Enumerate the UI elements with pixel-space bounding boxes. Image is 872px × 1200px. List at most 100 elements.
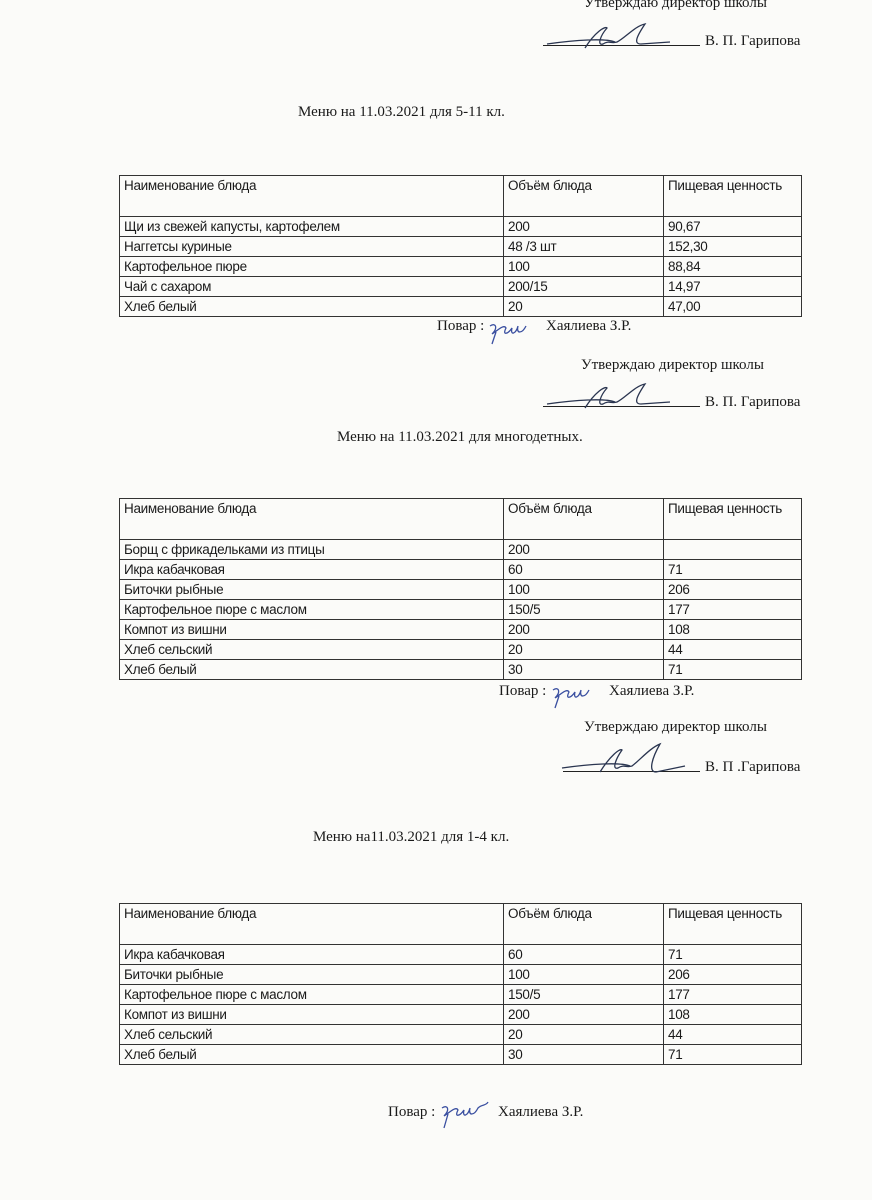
table-row: Наггетсы куриные 48 /3 шт 152,30 <box>119 236 802 257</box>
table-row: Хлеб белый 20 47,00 <box>119 296 802 317</box>
portion-cell: 100 <box>503 256 664 277</box>
table-header-row: Наименование блюда Объём блюда Пищевая цен… <box>119 903 802 945</box>
nutrition-value-cell: 152,30 <box>663 236 802 257</box>
table-row: Икра кабачковая 60 71 <box>119 559 802 580</box>
nutrition-value-cell: 47,00 <box>663 296 802 317</box>
dish-name-cell: Щи из свежей капусты, картофелем <box>119 216 504 237</box>
cook-signature <box>489 324 527 345</box>
portion-cell: 20 <box>503 639 664 660</box>
nutrition-value-cell: 177 <box>663 599 802 620</box>
signature-line <box>543 45 700 46</box>
table-row: Хлеб белый 30 71 <box>119 1044 802 1065</box>
portion-cell: 30 <box>503 1044 664 1065</box>
director-signature <box>561 742 686 773</box>
menu-title: Меню на 11.03.2021 для многодетных. <box>337 429 583 445</box>
portion-cell: 200 <box>503 619 664 640</box>
table-row: Щи из свежей капусты, картофелем 200 90,67 <box>119 216 802 237</box>
nutrition-value-cell: 44 <box>663 1024 802 1045</box>
director-name: В. П. Гарипова <box>705 33 801 49</box>
table-row: Картофельное пюре с маслом 150/5 177 <box>119 599 802 620</box>
table-row: Компот из вишни 200 108 <box>119 619 802 640</box>
portion-cell: 100 <box>503 579 664 600</box>
director-signature <box>546 383 671 409</box>
table-row: Борщ с фрикадельками из птицы 200 <box>119 539 802 560</box>
table-row: Хлеб сельский 20 44 <box>119 1024 802 1045</box>
column-header: Объём блюда <box>503 498 664 540</box>
nutrition-value-cell: 108 <box>663 1004 802 1025</box>
approval-text: Утверждаю директор школы <box>581 357 764 373</box>
portion-cell: 150/5 <box>503 599 664 620</box>
approval-text: Утверждаю директор школы <box>584 719 767 735</box>
column-header: Пищевая ценность <box>663 498 802 540</box>
menu-title: Меню на 11.03.2021 для 5-11 кл. <box>298 104 505 120</box>
dish-name-cell: Картофельное пюре с маслом <box>119 599 504 620</box>
approval-text: Утверждаю директор школы <box>584 0 767 11</box>
nutrition-value-cell: 206 <box>663 964 802 985</box>
cook-label: Повар : <box>388 1104 436 1120</box>
portion-cell: 20 <box>503 1024 664 1045</box>
cook-name: Хаялиева З.Р. <box>546 318 632 334</box>
column-header: Наименование блюда <box>119 903 504 945</box>
table-row: Биточки рыбные 100 206 <box>119 964 802 985</box>
column-header: Объём блюда <box>503 903 664 945</box>
column-header: Наименование блюда <box>119 175 504 217</box>
nutrition-value-cell: 206 <box>663 579 802 600</box>
dish-name-cell: Картофельное пюре с маслом <box>119 984 504 1005</box>
nutrition-value-cell: 177 <box>663 984 802 1005</box>
cook-signature <box>441 1101 489 1129</box>
portion-cell: 60 <box>503 944 664 965</box>
column-header: Пищевая ценность <box>663 175 802 217</box>
dish-name-cell: Картофельное пюре <box>119 256 504 277</box>
table-header-row: Наименование блюда Объём блюда Пищевая цен… <box>119 498 802 540</box>
cook-signature <box>552 688 590 709</box>
director-name: В. П .Гарипова <box>705 759 801 775</box>
column-header: Наименование блюда <box>119 498 504 540</box>
table-row: Картофельное пюре 100 88,84 <box>119 256 802 277</box>
table-row: Икра кабачковая 60 71 <box>119 944 802 965</box>
table-row: Хлеб белый 30 71 <box>119 659 802 680</box>
dish-name-cell: Биточки рыбные <box>119 964 504 985</box>
dish-name-cell: Компот из вишни <box>119 1004 504 1025</box>
nutrition-value-cell: 88,84 <box>663 256 802 277</box>
portion-cell: 200 <box>503 216 664 237</box>
portion-cell: 48 /3 шт <box>503 236 664 257</box>
director-signature <box>546 23 671 49</box>
signature-line <box>563 771 700 772</box>
dish-name-cell: Хлеб белый <box>119 659 504 680</box>
column-header: Пищевая ценность <box>663 903 802 945</box>
nutrition-value-cell: 14,97 <box>663 276 802 297</box>
nutrition-value-cell: 71 <box>663 1044 802 1065</box>
dish-name-cell: Борщ с фрикадельками из птицы <box>119 539 504 560</box>
dish-name-cell: Хлеб белый <box>119 296 504 317</box>
dish-name-cell: Наггетсы куриные <box>119 236 504 257</box>
portion-cell: 200/15 <box>503 276 664 297</box>
table-row: Хлеб сельский 20 44 <box>119 639 802 660</box>
nutrition-value-cell: 71 <box>663 659 802 680</box>
nutrition-value-cell <box>663 539 802 560</box>
table-row: Компот из вишни 200 108 <box>119 1004 802 1025</box>
menu-title: Меню на11.03.2021 для 1-4 кл. <box>313 829 510 845</box>
dish-name-cell: Хлеб сельский <box>119 639 504 660</box>
portion-cell: 200 <box>503 1004 664 1025</box>
portion-cell: 100 <box>503 964 664 985</box>
cook-label: Повар : <box>437 318 485 334</box>
table-row: Чай с сахаром 200/15 14,97 <box>119 276 802 297</box>
portion-cell: 150/5 <box>503 984 664 1005</box>
nutrition-value-cell: 71 <box>663 559 802 580</box>
menu-table: Наименование блюда Объём блюда Пищевая цен… <box>119 175 802 317</box>
nutrition-value-cell: 44 <box>663 639 802 660</box>
table-header-row: Наименование блюда Объём блюда Пищевая цен… <box>119 175 802 217</box>
cook-name: Хаялиева З.Р. <box>609 683 695 699</box>
director-name: В. П. Гарипова <box>705 394 801 410</box>
dish-name-cell: Компот из вишни <box>119 619 504 640</box>
column-header: Объём блюда <box>503 175 664 217</box>
cook-name: Хаялиева З.Р. <box>498 1104 584 1120</box>
signature-line <box>543 406 700 407</box>
nutrition-value-cell: 108 <box>663 619 802 640</box>
dish-name-cell: Биточки рыбные <box>119 579 504 600</box>
dish-name-cell: Чай с сахаром <box>119 276 504 297</box>
table-row: Картофельное пюре с маслом 150/5 177 <box>119 984 802 1005</box>
portion-cell: 30 <box>503 659 664 680</box>
nutrition-value-cell: 90,67 <box>663 216 802 237</box>
portion-cell: 20 <box>503 296 664 317</box>
